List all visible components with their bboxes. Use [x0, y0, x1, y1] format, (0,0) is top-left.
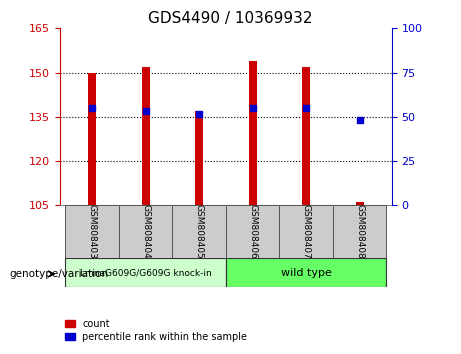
FancyBboxPatch shape [226, 258, 386, 287]
FancyBboxPatch shape [65, 205, 119, 258]
Text: GSM808403: GSM808403 [88, 204, 96, 259]
Bar [356, 202, 364, 205]
Text: GSM808404: GSM808404 [141, 205, 150, 259]
Text: GSM808407: GSM808407 [301, 204, 311, 259]
FancyBboxPatch shape [226, 205, 279, 258]
Bar [302, 67, 310, 205]
Text: LmnaG609G/G609G knock-in: LmnaG609G/G609G knock-in [80, 268, 212, 277]
Bar [195, 111, 203, 205]
Legend: count, percentile rank within the sample: count, percentile rank within the sample [65, 319, 247, 342]
FancyBboxPatch shape [279, 205, 333, 258]
Text: GDS4490 / 10369932: GDS4490 / 10369932 [148, 11, 313, 25]
FancyBboxPatch shape [172, 205, 226, 258]
Bar [88, 73, 96, 205]
Bar [142, 67, 150, 205]
Text: GSM808406: GSM808406 [248, 204, 257, 259]
FancyBboxPatch shape [119, 205, 172, 258]
FancyBboxPatch shape [65, 258, 226, 287]
Text: wild type: wild type [281, 268, 331, 278]
Bar [248, 61, 257, 205]
Text: GSM808405: GSM808405 [195, 204, 204, 259]
Text: genotype/variation: genotype/variation [9, 269, 108, 279]
Text: GSM808408: GSM808408 [355, 204, 364, 259]
FancyBboxPatch shape [333, 205, 386, 258]
